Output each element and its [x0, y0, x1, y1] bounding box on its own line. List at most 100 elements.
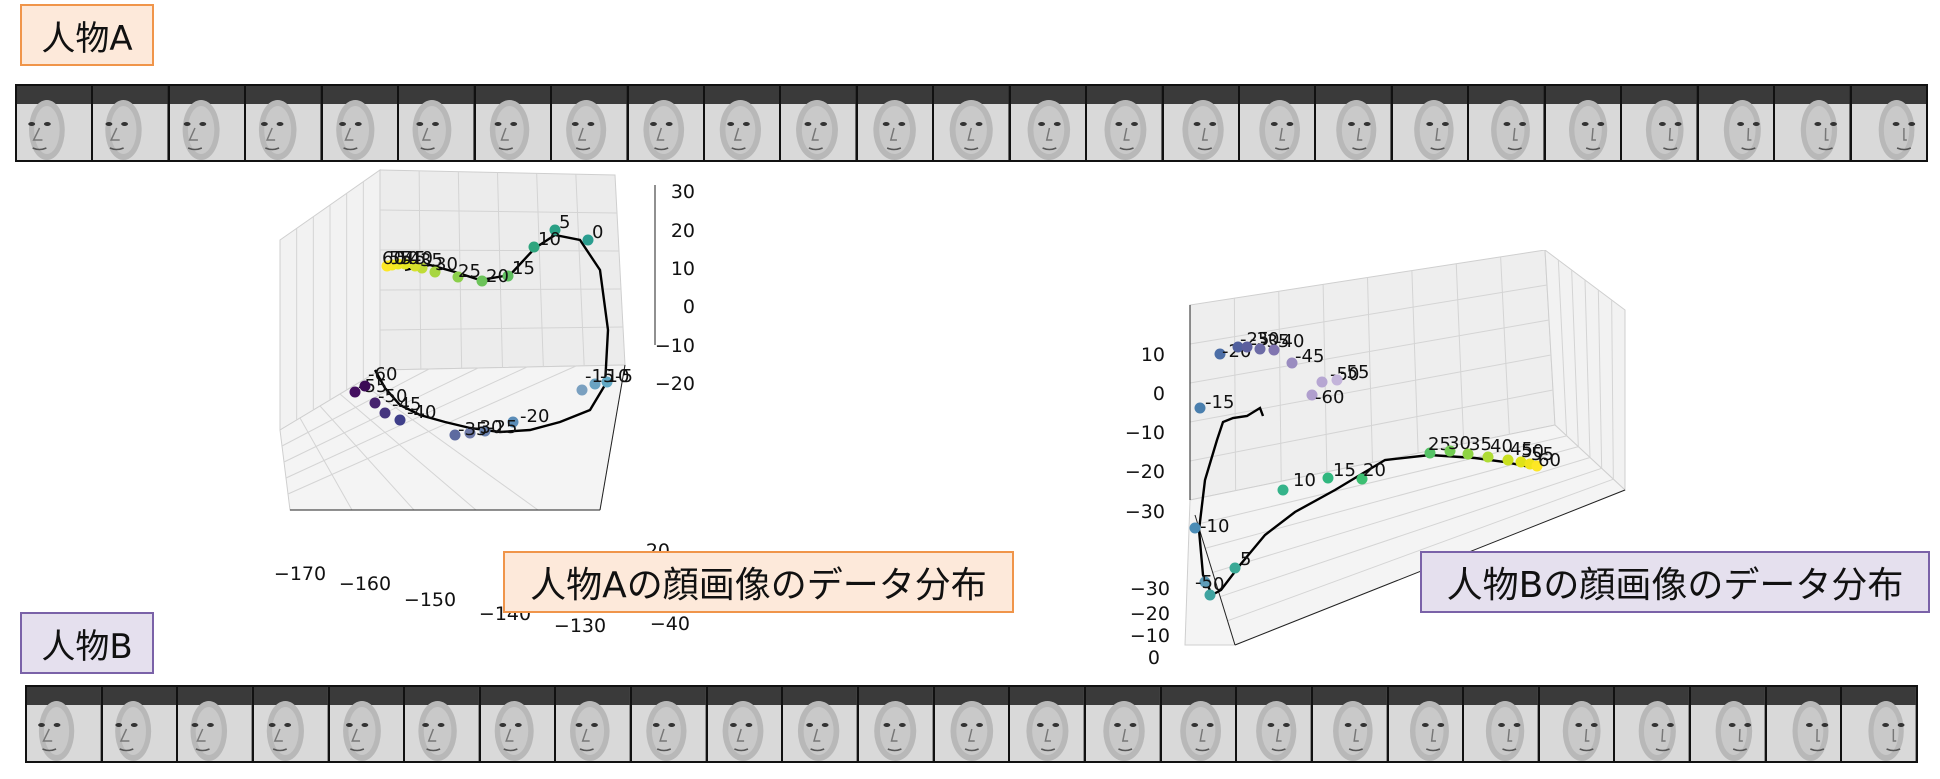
data-point-label: 20: [486, 266, 509, 287]
gridline: [379, 326, 624, 331]
person-b-face-thumbnail: [859, 687, 935, 761]
person-a-face-thumbnail: [781, 86, 858, 160]
person-a-face-thumbnail: [1087, 86, 1164, 160]
axis-tick-label: −20: [1130, 603, 1170, 625]
gridline: [285, 366, 528, 479]
data-point-label: 35: [1469, 434, 1492, 455]
axis-tick-label: 10: [671, 258, 695, 280]
gridline: [1584, 279, 1591, 458]
data-point-label: -25: [488, 417, 517, 438]
gridline: [379, 288, 622, 291]
data-point-label: 20: [1363, 460, 1386, 481]
person-a-face-thumbnail: [399, 86, 476, 160]
data-point: [379, 407, 391, 419]
gridline: [1189, 389, 1554, 462]
y-axis-line: [1194, 514, 1236, 646]
data-point-label: 0: [1213, 574, 1224, 595]
gridline: [287, 365, 577, 495]
gridline: [281, 368, 430, 447]
person-a-3d-scatter-plot: −170−160−150−140−130−40−10010203020100−1…: [274, 169, 695, 637]
data-point-label: 45: [403, 248, 426, 269]
person-b-caption: 人物Bの顔画像のデータ分布: [1420, 551, 1930, 613]
data-point: [479, 425, 491, 437]
data-point: [1356, 473, 1368, 485]
data-point-label: 55: [1531, 444, 1554, 465]
data-point-label: 30: [1448, 433, 1471, 454]
axis-tick-label: 30: [671, 181, 695, 203]
data-point-label: -55: [1340, 362, 1369, 383]
person-a-face-thumbnail: [1392, 86, 1470, 160]
data-point: [1331, 374, 1343, 386]
axis-tick-label: −20: [655, 373, 695, 395]
y-axis-line: [599, 364, 626, 511]
data-point: [1306, 389, 1318, 401]
person-a-face-thumbnail: [1622, 86, 1699, 160]
data-point-label: -40: [407, 402, 436, 423]
axis-tick-label: −160: [339, 573, 391, 595]
data-point-label: -5: [615, 366, 633, 387]
person-a-face-thumbnail: [1775, 86, 1852, 160]
person-a-face-thumbnail: [1240, 86, 1317, 160]
person-b-face-thumbnail: [1842, 687, 1916, 761]
data-point: [1189, 522, 1201, 534]
person-b-face-thumbnail: [253, 687, 330, 761]
axis-tick-label: 10: [1141, 344, 1165, 366]
person-b-face-thumbnail: [27, 687, 103, 761]
data-point: [601, 376, 613, 388]
person-b-face-thumbnail: [329, 687, 406, 761]
gridline: [379, 209, 618, 214]
data-point: [349, 386, 361, 398]
person-b-face-thumbnail: [707, 687, 784, 761]
data-point: [464, 427, 476, 439]
data-point: [1444, 445, 1456, 457]
axis-tick-label: −10: [1125, 422, 1165, 444]
data-point-label: 25: [458, 261, 481, 282]
data-point: [1254, 343, 1266, 355]
gridline: [1197, 435, 1567, 525]
data-point-label: -15: [585, 366, 614, 387]
data-point-label: 45: [1510, 439, 1533, 460]
data-point: [1268, 344, 1280, 356]
person-a-face-thumbnail: [1163, 86, 1240, 160]
gridline: [497, 172, 503, 368]
gridline: [1557, 259, 1568, 436]
data-point: [528, 241, 540, 253]
person-a-face-thumbnail: [475, 86, 553, 160]
person-b-face-thumbnail: [1085, 687, 1162, 761]
data-point: [1277, 484, 1289, 496]
data-point-label: 10: [538, 229, 561, 250]
axis-tick-label: 0: [683, 296, 695, 318]
person-a-face-thumbnail: [1316, 86, 1393, 160]
gridline: [319, 405, 415, 511]
data-point-label: -15: [1205, 392, 1234, 413]
person-a-face-thumbnail: [1851, 86, 1926, 160]
gridline: [299, 417, 353, 511]
person-b-face-thumbnail: [934, 687, 1011, 761]
axis-tick-label: −150: [404, 589, 456, 611]
gridline: [1189, 319, 1550, 384]
person-b-face-thumbnail: [1539, 687, 1616, 761]
axis-tick-label: −40: [650, 613, 690, 635]
gridline: [575, 174, 585, 366]
person-b-label-text: 人物B: [41, 626, 133, 667]
data-point-label: 60: [1538, 450, 1561, 471]
data-point-label: -60: [368, 364, 397, 385]
person-b-face-thumbnail: [1161, 687, 1238, 761]
data-point: [1241, 341, 1253, 353]
person-a-face-thumbnail: [322, 86, 400, 160]
person-b-face-thumbnail: [405, 687, 481, 761]
data-point-label: -20: [520, 406, 549, 427]
data-point-label: -35: [1260, 331, 1289, 352]
data-point-label: -60: [1315, 387, 1344, 408]
data-point-label: 5: [1240, 549, 1251, 570]
person-b-face-thumbnail: [556, 687, 633, 761]
data-point: [1204, 589, 1216, 601]
data-point: [359, 380, 371, 392]
data-point: [1194, 402, 1206, 414]
axis-tick-label: −30: [1125, 501, 1165, 523]
gridline: [457, 171, 463, 369]
axis-tick-label: 0: [1148, 647, 1160, 669]
axis-tick-label: 0: [1153, 383, 1165, 405]
data-point-label: -10: [600, 366, 629, 387]
